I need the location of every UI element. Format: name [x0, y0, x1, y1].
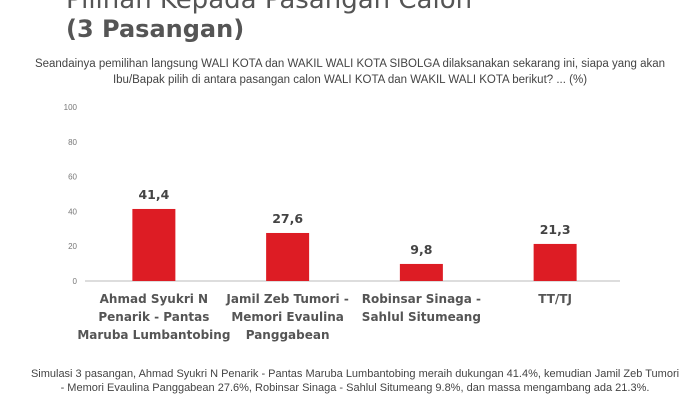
x-tick-label: Penarik - Pantas: [98, 310, 209, 324]
x-tick-label: Robinsar Sinaga -: [362, 292, 481, 306]
x-tick-label: Sahlul Situmeang: [362, 310, 481, 324]
survey-question: Seandainya pemilihan langsung WALI KOTA …: [34, 58, 666, 86]
y-tick-label: 20: [68, 242, 77, 251]
x-tick-label: TT/TJ: [538, 292, 572, 306]
x-tick-label: Panggabean: [246, 328, 330, 342]
page-title-line1: Pilihan Kepada Pasangan Calon: [66, 0, 473, 15]
bar: [533, 243, 577, 281]
data-label: 27,6: [272, 211, 303, 226]
x-tick-label: Memori Evaulina: [231, 310, 344, 324]
page-title-line2: (3 Pasangan): [66, 15, 245, 43]
x-tick-label: Ahmad Syukri N: [100, 292, 208, 306]
y-axis: 0 20 40 60 80 100: [64, 103, 78, 286]
bar: [399, 263, 443, 281]
y-tick-label: 60: [68, 173, 77, 182]
y-tick-label: 100: [64, 103, 78, 112]
bars: [132, 208, 577, 281]
y-tick-label: 0: [73, 277, 78, 286]
category-labels: Ahmad Syukri N Penarik - Pantas Maruba Lum…: [77, 292, 572, 342]
y-tick-label: 80: [68, 138, 77, 147]
data-label: 41,4: [138, 187, 169, 202]
footnote: Simulasi 3 pasangan, Ahmad Syukri N Pena…: [30, 368, 680, 394]
data-label: 9,8: [410, 242, 432, 257]
x-tick-label: Jamil Zeb Tumori -: [225, 292, 348, 306]
y-tick-label: 40: [68, 207, 77, 216]
x-tick-label: Maruba Lumbantobing: [77, 328, 230, 342]
bar: [266, 232, 310, 281]
data-labels: 41,4 27,6 9,8 21,3: [138, 187, 570, 257]
data-label: 21,3: [540, 222, 571, 237]
bar: [132, 208, 176, 281]
